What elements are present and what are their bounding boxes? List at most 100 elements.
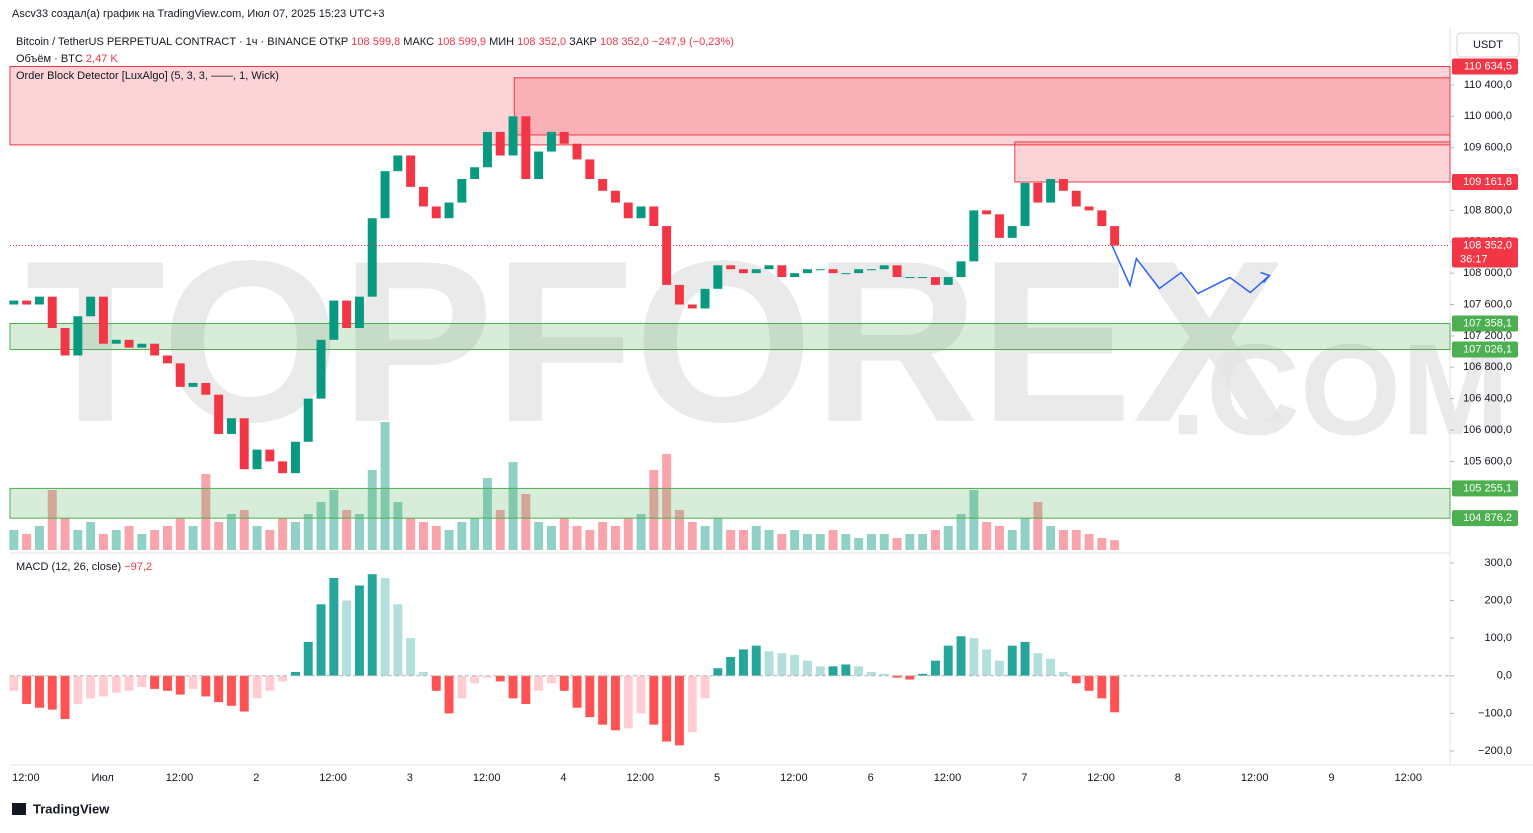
- price-label-text: 108 352,0: [1463, 239, 1512, 251]
- candle-body: [854, 269, 864, 274]
- x-tick-label: 12:00: [1241, 772, 1269, 784]
- legend-item: 108 599,8: [351, 36, 403, 48]
- legend-item: 2,47 K: [86, 53, 118, 65]
- legend-item: МИН: [489, 36, 517, 48]
- candle-body: [982, 210, 992, 215]
- macd-bar: [1071, 675, 1081, 684]
- candle-body: [687, 304, 697, 309]
- candle-body: [521, 116, 531, 180]
- macd-bar: [738, 649, 748, 676]
- candle-body: [406, 155, 416, 187]
- candle-body: [585, 159, 595, 180]
- candle-body: [226, 418, 236, 434]
- legend-item: 108 352,0: [517, 36, 569, 48]
- macd-bar: [316, 604, 326, 676]
- macd-tick-label: −200,0: [1478, 745, 1512, 757]
- volume-bar: [278, 518, 288, 550]
- macd-bar: [367, 574, 377, 676]
- volume-bar: [674, 510, 684, 550]
- y-tick-label: 105 600,0: [1463, 455, 1512, 467]
- macd-bar: [47, 675, 57, 710]
- volume-bar: [162, 526, 172, 550]
- countdown: 36:17: [1460, 253, 1488, 265]
- macd-bar: [854, 666, 864, 676]
- legend-item: Order Block Detector [LuxAlgo] (5, 3, 3,…: [16, 70, 279, 82]
- x-tick-label: Июл: [92, 772, 114, 784]
- volume-bar: [649, 470, 659, 550]
- macd-bar: [649, 675, 659, 725]
- volume-bar: [303, 514, 313, 550]
- macd-bar: [866, 671, 876, 676]
- volume-bar: [342, 510, 352, 550]
- candle-body: [214, 394, 224, 434]
- legend-row: Объём · BTC 2,47 K: [16, 53, 118, 65]
- candle-body: [905, 277, 915, 279]
- legend-item: 108 352,0: [600, 36, 652, 48]
- y-tick-label: 107 600,0: [1463, 298, 1512, 310]
- macd-bar: [994, 660, 1004, 676]
- candle-body: [777, 265, 787, 278]
- macd-bar: [508, 675, 518, 699]
- volume-bar: [636, 514, 646, 550]
- legend-row: Order Block Detector [LuxAlgo] (5, 3, 3,…: [16, 70, 279, 82]
- volume-bar: [393, 502, 403, 550]
- candle-body: [918, 277, 928, 279]
- candle-body: [150, 343, 160, 356]
- candle-body: [1007, 226, 1017, 238]
- credit: Ascv33 создал(а) график на TradingView.c…: [12, 8, 384, 20]
- candle-body: [751, 269, 761, 274]
- legend-item: −97,2: [124, 561, 152, 573]
- legend-row: Bitcoin / TetherUS PERPETUAL CONTRACT · …: [16, 36, 734, 48]
- macd-bar: [726, 656, 736, 676]
- volume-bar: [879, 534, 889, 550]
- volume-bar: [86, 522, 96, 550]
- candle-body: [111, 339, 121, 344]
- macd-bar: [34, 675, 44, 708]
- volume-bar: [943, 526, 953, 550]
- x-tick-label: 12:00: [780, 772, 808, 784]
- volume-bar: [98, 534, 108, 550]
- macd-tick-label: 300,0: [1484, 557, 1512, 569]
- volume-bar: [521, 494, 531, 550]
- macd-tick-label: 0,0: [1497, 670, 1512, 682]
- x-tick-label: 12:00: [627, 772, 655, 784]
- volume-bar: [777, 534, 787, 550]
- macd-bar: [290, 671, 300, 676]
- macd-bar: [137, 675, 147, 688]
- candle-body: [994, 214, 1004, 238]
- x-tick-label: 12:00: [934, 772, 962, 784]
- candle-body: [1097, 210, 1107, 227]
- volume-bar: [495, 510, 505, 550]
- macd-bar: [930, 660, 940, 676]
- macd-bar: [354, 585, 364, 676]
- y-tick-label: 106 400,0: [1463, 393, 1512, 405]
- currency-box[interactable]: [1456, 32, 1520, 58]
- candle-body: [303, 398, 313, 442]
- price-label: [1452, 480, 1518, 497]
- macd-bar: [892, 675, 902, 678]
- volume-bar: [866, 534, 876, 550]
- price-label-text: 107 026,1: [1463, 343, 1512, 355]
- volume-bar: [930, 530, 940, 550]
- volume-bar: [764, 530, 774, 550]
- macd-bar: [585, 675, 595, 718]
- currency[interactable]: USDT: [1473, 39, 1503, 51]
- macd-bar: [73, 675, 83, 704]
- candle-body: [22, 300, 32, 305]
- volume-bar: [598, 522, 608, 550]
- candle-body: [252, 449, 262, 470]
- volume-bar: [969, 490, 979, 550]
- candle-body: [636, 206, 646, 219]
- macd-bar: [969, 638, 979, 676]
- candle-body: [508, 116, 518, 156]
- candle-body: [316, 339, 326, 399]
- order-block: [9, 487, 1451, 519]
- volume-bar: [9, 530, 19, 550]
- candle-body: [393, 155, 403, 172]
- macd-bar: [342, 600, 352, 676]
- candle-body: [738, 269, 748, 274]
- macd-bar: [9, 675, 19, 691]
- macd-bar: [598, 675, 608, 725]
- volume-bar: [828, 530, 838, 550]
- x-tick-label: 3: [407, 772, 413, 784]
